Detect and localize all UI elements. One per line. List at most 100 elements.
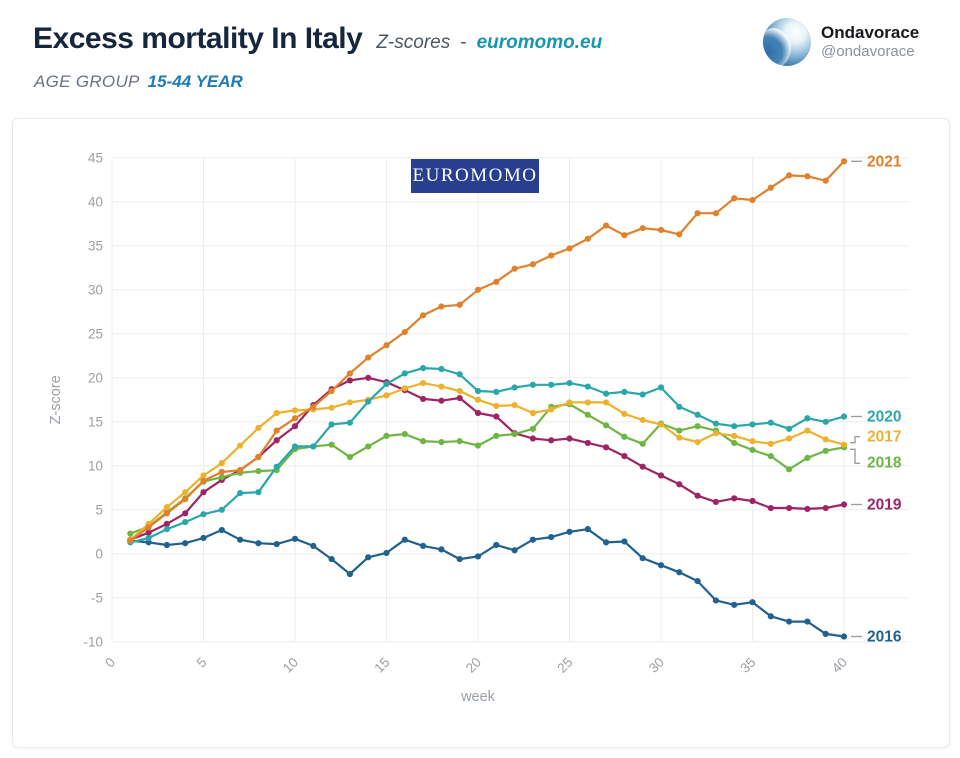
series-point-2020	[401, 370, 408, 377]
series-point-2016	[145, 539, 152, 546]
series-end-label-2019: 2019	[867, 497, 902, 514]
x-axis-title: week	[460, 689, 496, 705]
series-point-2021	[566, 245, 573, 252]
y-tick-label: 10	[88, 458, 103, 473]
series-point-2017	[712, 430, 720, 437]
series-point-2019	[566, 435, 573, 442]
series-point-2020	[237, 489, 244, 497]
series-point-2016	[383, 549, 390, 557]
series-point-2018	[420, 438, 427, 445]
series-point-2020	[273, 463, 280, 470]
series-point-2019	[346, 377, 353, 384]
y-tick-label: 30	[88, 282, 103, 297]
series-point-2020	[749, 421, 756, 428]
series-point-2020	[548, 381, 555, 388]
series-point-2021	[786, 172, 793, 179]
series-point-2017	[474, 396, 482, 403]
series-point-2018	[786, 466, 793, 473]
series-point-2018	[511, 431, 518, 438]
series-point-2020	[255, 489, 262, 496]
series-point-2017	[438, 383, 445, 390]
series-line-2017	[129, 382, 845, 541]
series-point-2020	[840, 413, 848, 420]
series-point-2016	[456, 555, 463, 563]
series-point-2021	[163, 510, 170, 517]
x-tick-label: 15	[371, 655, 392, 676]
series-point-2021	[291, 415, 299, 422]
series-point-2021	[346, 370, 353, 377]
series-end-label-2016: 2016	[867, 629, 902, 646]
series-point-2021	[657, 226, 665, 234]
series-point-2020	[145, 534, 152, 542]
series-point-2016	[676, 569, 683, 576]
series-point-2016	[603, 539, 610, 546]
source-link[interactable]: euromomo.eu	[476, 32, 603, 53]
series-point-2021	[621, 232, 628, 239]
series-point-2019	[200, 489, 207, 496]
series-point-2016	[731, 601, 738, 608]
series-point-2017	[603, 399, 610, 406]
series-point-2020	[639, 391, 646, 398]
series-point-2020	[200, 511, 207, 518]
series-point-2021	[603, 222, 610, 229]
series-point-2016	[474, 553, 482, 560]
series-point-2017	[218, 460, 225, 467]
series-point-2020	[438, 365, 445, 373]
series-point-2018	[731, 439, 738, 447]
series-point-2021	[584, 235, 591, 242]
series-point-2019	[529, 435, 537, 442]
series-point-2020	[712, 420, 720, 427]
series-point-2021	[548, 252, 555, 259]
series-point-2019	[474, 409, 482, 417]
series-point-2016	[163, 541, 170, 549]
series-point-2017	[621, 410, 628, 417]
series-point-2018	[456, 438, 463, 445]
legend-bracket-up	[850, 435, 860, 444]
series-point-2018	[401, 431, 408, 438]
series-point-2016	[712, 597, 720, 604]
series-point-2019	[438, 397, 445, 404]
series-point-2018	[493, 432, 500, 439]
y-tick-label: 45	[88, 150, 103, 165]
series-point-2020	[529, 381, 537, 388]
series-point-2018	[822, 447, 829, 454]
series-point-2017	[657, 421, 665, 428]
series-point-2021	[127, 537, 134, 544]
series-end-label-2020: 2020	[867, 409, 901, 426]
series-point-2016	[840, 633, 848, 640]
series-point-2021	[255, 453, 262, 461]
x-tick-label: 0	[102, 655, 118, 671]
y-tick-label: 35	[88, 238, 103, 253]
x-tick-label: 5	[194, 655, 210, 671]
series-point-2019	[584, 439, 591, 447]
series-point-2020	[328, 421, 335, 428]
series-point-2020	[310, 443, 317, 450]
series-point-2016	[804, 618, 811, 625]
series-point-2016	[621, 538, 628, 545]
series-point-2020	[218, 506, 225, 513]
y-tick-label: -10	[83, 634, 103, 649]
series-point-2019	[840, 501, 848, 508]
series-point-2016	[401, 536, 408, 543]
x-tick-label: 25	[554, 655, 575, 676]
series-point-2019	[182, 510, 189, 517]
account-handle[interactable]: @ondavorace	[821, 43, 915, 61]
series-point-2021	[694, 210, 701, 217]
series-point-2016	[328, 555, 335, 563]
series-point-2019	[731, 495, 738, 502]
series-point-2019	[694, 492, 701, 499]
series-point-2018	[621, 433, 628, 440]
series-point-2016	[566, 528, 573, 535]
series-point-2018	[529, 425, 537, 432]
age-group-line: AGE GROUP 15-44 YEAR	[34, 72, 243, 92]
series-point-2018	[639, 440, 646, 447]
series-point-2019	[493, 413, 500, 420]
series-point-2016	[767, 613, 774, 620]
series-point-2017	[767, 440, 774, 447]
account-info: Ondavorace @ondavorace	[763, 18, 919, 66]
series-end-label-2017: 2017	[867, 429, 901, 446]
series-point-2020	[291, 443, 299, 450]
y-tick-label: 5	[95, 502, 103, 517]
series-point-2021	[822, 177, 829, 184]
